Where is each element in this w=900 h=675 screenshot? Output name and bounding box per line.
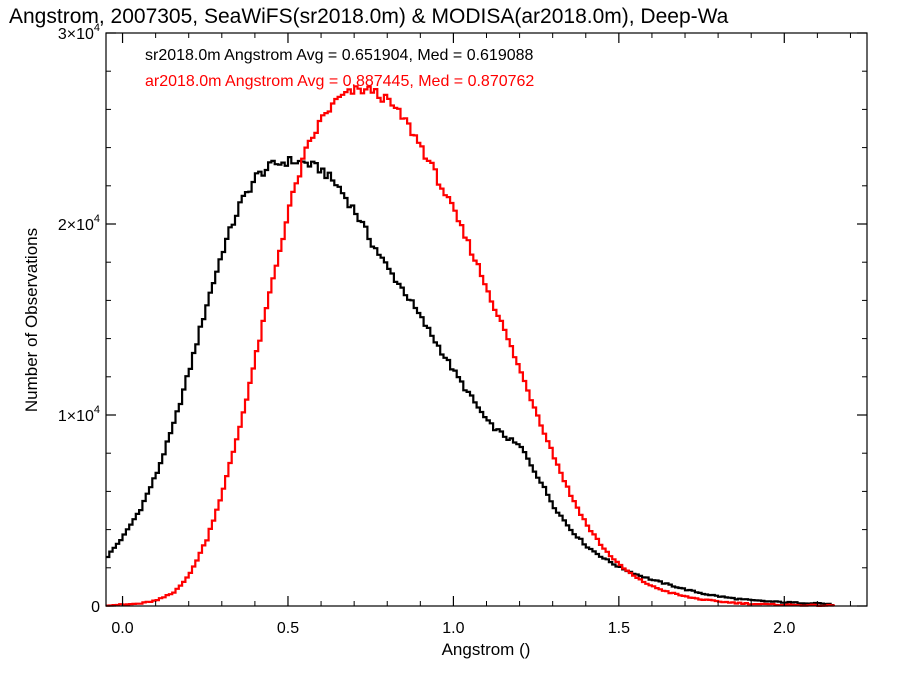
series-stats-label-1: sr2018.0m Angstrom Avg = 0.651904, Med =…	[145, 47, 534, 64]
series-lines	[106, 85, 835, 607]
x-tick-label: 0.0	[111, 620, 133, 637]
series-stats-label-2: ar2018.0m Angstrom Avg = 0.887445, Med =…	[145, 73, 534, 90]
legend: sr2018.0m Angstrom Avg = 0.651904, Med =…	[145, 47, 534, 90]
x-tick-label: 1.5	[608, 620, 630, 637]
y-axis-label: Number of Observations	[22, 228, 41, 412]
y-axis-ticks: 0 1×104 2×104 3×104	[58, 22, 867, 616]
y-tick-label: 3×104	[58, 22, 100, 43]
y-tick-label: 0	[91, 599, 100, 616]
y-tick-label: 2×104	[58, 213, 100, 234]
y-tick-label: 1×104	[58, 404, 100, 425]
x-axis-ticks: 0.0 0.5 1.0 1.5 2.0	[111, 33, 851, 637]
x-axis-label: Angstrom ()	[442, 640, 531, 659]
series-line-2	[106, 85, 835, 607]
series-line-1	[106, 156, 835, 607]
x-tick-label: 1.0	[442, 620, 464, 637]
x-tick-label: 0.5	[277, 620, 299, 637]
chart-title: Angstrom, 2007305, SeaWiFS(sr2018.0m) & …	[9, 5, 729, 28]
x-tick-label: 2.0	[773, 620, 795, 637]
plot-frame	[105, 32, 868, 607]
